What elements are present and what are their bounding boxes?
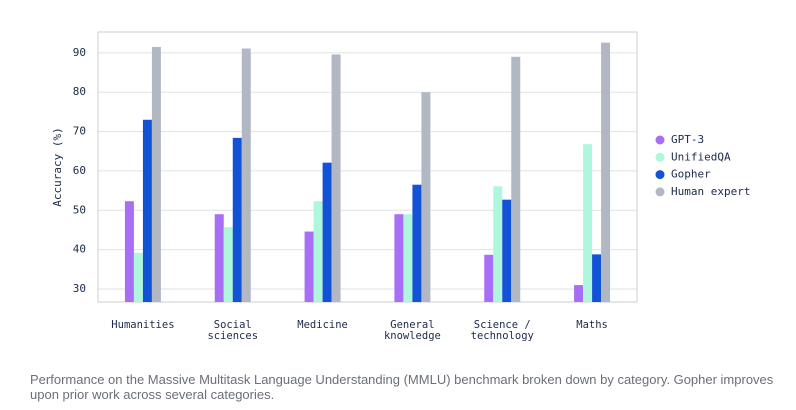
bar: [322, 162, 332, 302]
y-tick-label: 70: [73, 125, 86, 138]
caption: Performance on the Massive Multitask Lan…: [30, 372, 774, 402]
bar: [214, 214, 224, 302]
bar: [232, 137, 242, 302]
bar: [313, 201, 323, 302]
bar: [133, 252, 143, 302]
bar: [421, 92, 431, 302]
bar: [124, 201, 134, 302]
bar: [394, 214, 404, 302]
bar: [241, 48, 251, 303]
bar: [142, 119, 152, 302]
legend-swatch: [655, 187, 665, 197]
bar: [151, 46, 161, 302]
bar: [502, 199, 512, 302]
bar: [403, 214, 413, 302]
plot-frame: [97, 31, 638, 303]
y-tick-label: 40: [73, 243, 86, 256]
y-tick-label: 90: [73, 46, 86, 59]
legend-label: UnifiedQA: [671, 150, 731, 163]
legend-label: Gopher: [671, 168, 711, 181]
x-tick-label: Science / technology: [470, 319, 534, 342]
bar: [331, 54, 341, 302]
y-tick-label: 60: [73, 164, 86, 177]
x-tick-label: General knowledge: [383, 319, 441, 342]
bar: [493, 186, 503, 302]
bar: [412, 184, 422, 302]
legend-label: GPT-3: [671, 133, 704, 146]
bar: [223, 227, 233, 302]
bar: [484, 254, 494, 302]
legend-swatch: [655, 135, 665, 145]
x-tick-label: Humanities: [111, 319, 175, 331]
y-tick-label: 80: [73, 85, 86, 98]
y-axis-label: Accuracy (%): [51, 127, 64, 206]
x-tick-label: Maths: [576, 319, 608, 331]
legend-label: Human expert: [671, 185, 750, 198]
legend-swatch: [655, 152, 665, 162]
bar: [574, 285, 584, 302]
bar: [304, 231, 314, 302]
chart: Accuracy (%) 30 40 50 60 70 80 90 GPT-3 UnifiedQ…: [51, 31, 750, 303]
x-tick-label: Social sciences: [207, 319, 259, 342]
bar: [592, 254, 602, 302]
bar: [511, 56, 521, 303]
y-tick-label: 30: [73, 282, 86, 295]
y-tick-label: 50: [73, 203, 86, 216]
x-tick-label: Medicine: [297, 319, 348, 331]
bar: [583, 144, 593, 302]
bar: [601, 42, 611, 302]
legend-swatch: [655, 170, 665, 180]
